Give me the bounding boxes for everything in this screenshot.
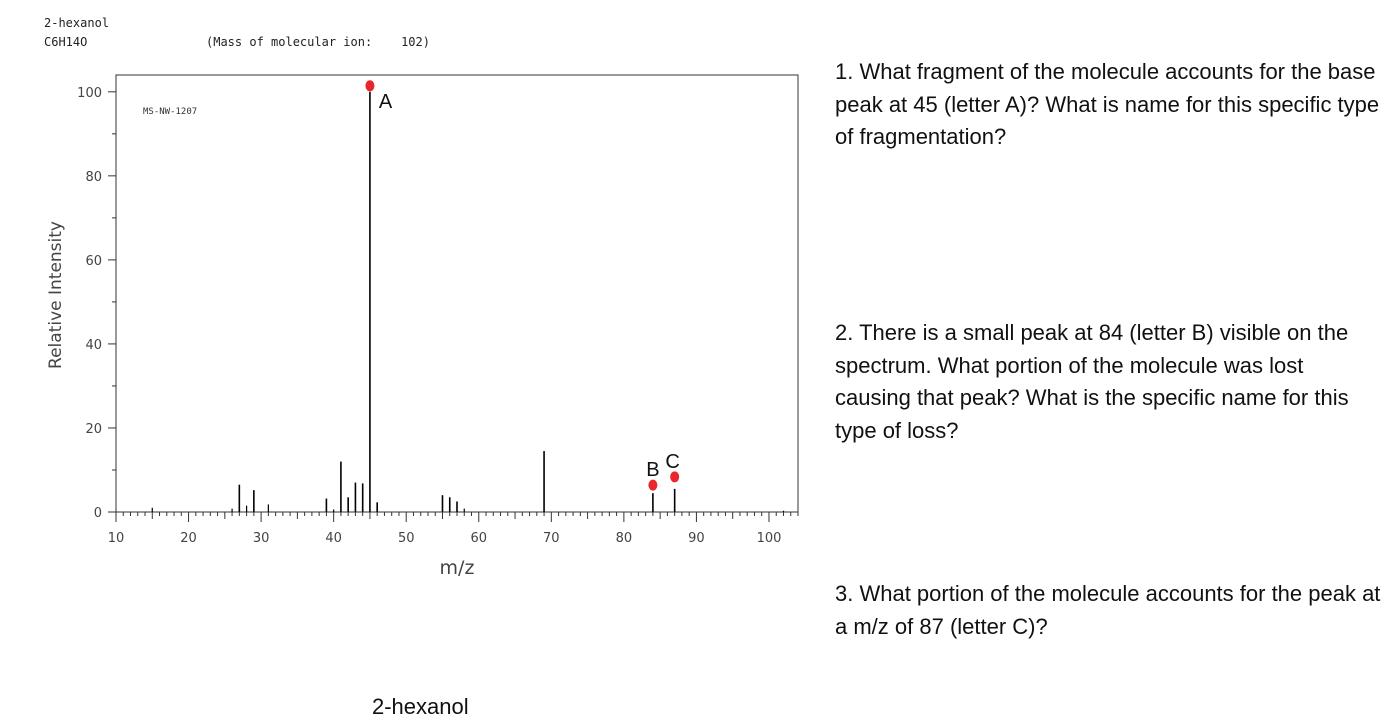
x-tick-label: 80 <box>616 531 633 546</box>
y-tick-label: 20 <box>85 422 102 437</box>
annotation-label: A <box>379 91 393 113</box>
mass-spectrum-chart: 0 20 40 60 80 100 10 20 30 40 50 60 70 80 90 100 A B C M… <box>46 74 799 579</box>
x-axis-label: m/z <box>440 557 475 579</box>
x-axis-ticks: 10 20 30 40 50 60 70 80 90 100 <box>108 512 799 546</box>
x-tick-label: 90 <box>688 531 705 546</box>
sample-id-label: MS-NW-1207 <box>143 107 197 117</box>
mass-label: (Mass of molecular ion: <box>206 35 373 49</box>
y-tick-label: 0 <box>94 506 102 521</box>
x-tick-label: 40 <box>325 531 342 546</box>
y-axis-ticks: 0 20 40 60 80 100 <box>77 86 116 521</box>
x-tick-label: 50 <box>398 531 415 546</box>
x-tick-label: 100 <box>757 531 782 546</box>
annotation-label: C <box>665 451 679 473</box>
spectrum-caption: 2-hexanol <box>372 694 469 719</box>
molecular-formula: C6H14O <box>44 35 88 49</box>
y-tick-label: 40 <box>85 338 102 353</box>
question-1: 1. What fragment of the molecule account… <box>835 59 1380 149</box>
peak-bars <box>151 91 785 512</box>
x-tick-label: 70 <box>543 531 560 546</box>
y-tick-label: 80 <box>85 170 102 185</box>
annotation-marker <box>670 471 680 483</box>
y-tick-label: 100 <box>77 86 102 101</box>
annotation-label: B <box>646 459 659 481</box>
peak-annotations: A B C <box>365 80 680 491</box>
y-tick-label: 60 <box>85 254 102 269</box>
molecular-ion-mass: (Mass of molecular ion: 102) <box>206 35 430 49</box>
x-tick-label: 30 <box>253 531 270 546</box>
x-tick-label: 60 <box>470 531 487 546</box>
x-tick-label: 20 <box>180 531 197 546</box>
mass-value: 102) <box>401 35 430 49</box>
annotation-marker <box>648 479 658 491</box>
plot-frame <box>115 74 799 513</box>
question-3: 3. What portion of the molecule accounts… <box>835 581 1381 639</box>
y-axis-label: Relative Intensity <box>46 221 66 369</box>
compound-name: 2-hexanol <box>44 16 110 30</box>
annotation-marker <box>365 80 375 92</box>
x-tick-label: 10 <box>108 531 125 546</box>
question-2: 2. There is a small peak at 84 (letter B… <box>835 320 1349 443</box>
